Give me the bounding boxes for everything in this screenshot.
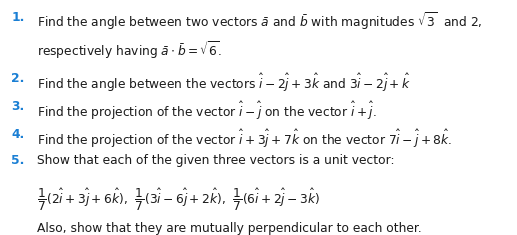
Text: 5.: 5.	[11, 154, 25, 167]
Text: 1.: 1.	[11, 11, 25, 24]
Text: $\dfrac{1}{7}(2\hat{i}+3\hat{j}+6\hat{k})$,  $\dfrac{1}{7}(3\hat{i}-6\hat{j}+2\h: $\dfrac{1}{7}(2\hat{i}+3\hat{j}+6\hat{k}…	[37, 187, 320, 213]
Text: 3.: 3.	[11, 100, 25, 113]
Text: Also, show that they are mutually perpendicular to each other.: Also, show that they are mutually perpen…	[37, 222, 422, 235]
Text: Find the projection of the vector $\hat{i}-\hat{j}$ on the vector $\hat{i}+\hat{: Find the projection of the vector $\hat{…	[37, 100, 377, 122]
Text: Show that each of the given three vectors is a unit vector:: Show that each of the given three vector…	[37, 154, 394, 167]
Text: Find the angle between the vectors $\hat{i}-2\hat{j}+3\hat{k}$ and $3\hat{i}-2\h: Find the angle between the vectors $\hat…	[37, 72, 412, 94]
Text: 4.: 4.	[11, 128, 25, 141]
Text: Find the angle between two vectors $\bar{a}$ and $\bar{b}$ with magnitudes $\sqr: Find the angle between two vectors $\bar…	[37, 11, 483, 32]
Text: respectively having $\bar{a}\cdot\bar{b}=\sqrt{6}$.: respectively having $\bar{a}\cdot\bar{b}…	[37, 39, 223, 60]
Text: 2.: 2.	[11, 72, 25, 85]
Text: Find the projection of the vector $\hat{i}+3\hat{j}+7\hat{k}$ on the vector $7\h: Find the projection of the vector $\hat{…	[37, 128, 452, 150]
